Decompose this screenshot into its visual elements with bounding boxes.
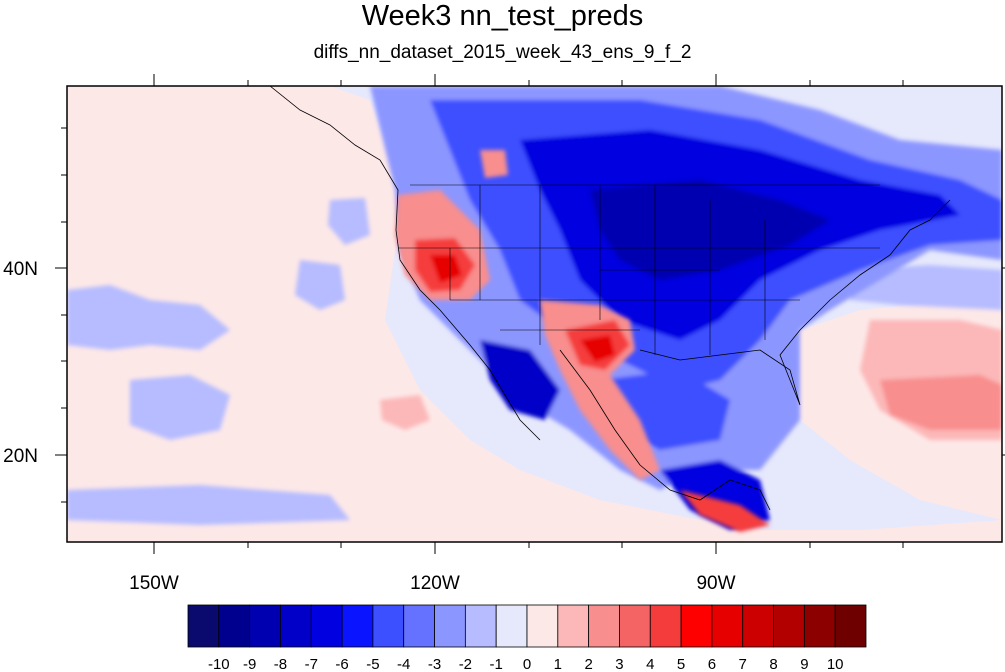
colorbar-labels: -10 -9 -8 -7 -6 -5 -4 -3 -2 -1 0 1 2 3 4 5 6 7 8 9 10: [208, 656, 844, 672]
colorbar-label: -1: [490, 656, 503, 672]
colorbar-box: [742, 604, 774, 648]
colorbar-box: [588, 604, 620, 648]
colorbar-label: 1: [554, 656, 562, 672]
warm-land-anomalies: [380, 150, 1002, 532]
colorbar-box: [218, 604, 251, 648]
colorbar-label: -3: [428, 656, 441, 672]
chart-title: Week3 nn_test_preds: [361, 0, 644, 32]
axis-ticks: [55, 74, 1005, 554]
colorbar-label: -2: [459, 656, 472, 672]
lon-label-90w: 90W: [696, 573, 735, 594]
lat-label-20n: 20N: [3, 446, 38, 467]
colorbar-label: 8: [769, 656, 777, 672]
cool-ocean-patches: [67, 198, 1002, 525]
colorbar-box: [526, 604, 559, 648]
colorbar-box: [187, 604, 220, 648]
colorbar-box: [341, 604, 374, 648]
colorbar-label: -9: [243, 656, 256, 672]
colorbar-label: 3: [615, 656, 623, 672]
colorbar-label: -4: [397, 656, 410, 672]
colorbar-box: [711, 604, 744, 648]
colorbar-label: 2: [584, 656, 592, 672]
colorbar-label: -10: [208, 656, 230, 672]
colorbar-label: -6: [335, 656, 348, 672]
chart-subtitle: diffs_nn_dataset_2015_week_43_ens_9_f_2: [313, 42, 692, 63]
colorbar-box: [680, 604, 713, 648]
colorbar-label: 7: [739, 656, 747, 672]
colorbar-label: 6: [708, 656, 716, 672]
colorbar-label: -5: [366, 656, 379, 672]
colorbar-box: [495, 604, 528, 648]
colorbar-label: 9: [800, 656, 808, 672]
anomaly-map: 150W 120W 90W 40N 20N: [3, 74, 1005, 594]
colorbar-box: [434, 604, 466, 648]
warm-anomaly-regions: [67, 86, 1002, 542]
colorbar-label: -7: [305, 656, 318, 672]
colorbar-box: [372, 604, 405, 648]
colorbar-box: [773, 604, 805, 648]
lon-label-150w: 150W: [129, 573, 179, 594]
colorbar-box: [557, 604, 590, 648]
state-borders: [398, 184, 880, 355]
colorbar-boxes: [187, 604, 867, 648]
coastline: [269, 86, 951, 511]
colorbar-box: [803, 604, 836, 648]
colorbar-label: 0: [523, 656, 531, 672]
colorbar-box: [649, 604, 682, 648]
colorbar-box: [834, 604, 867, 648]
colorbar-label: -8: [274, 656, 287, 672]
colorbar-label: 10: [827, 656, 844, 672]
colorbar-box: [619, 604, 651, 648]
lon-label-120w: 120W: [410, 573, 460, 594]
lat-label-40n: 40N: [3, 259, 38, 280]
colorbar-box: [403, 604, 435, 648]
colorbar-box: [249, 604, 281, 648]
colorbar-box: [280, 604, 312, 648]
colorbar-label: 5: [677, 656, 685, 672]
map-frame: [66, 85, 1003, 543]
colorbar-box: [310, 604, 343, 648]
colorbar-label: 4: [646, 656, 654, 672]
colorbar-box: [464, 604, 497, 648]
